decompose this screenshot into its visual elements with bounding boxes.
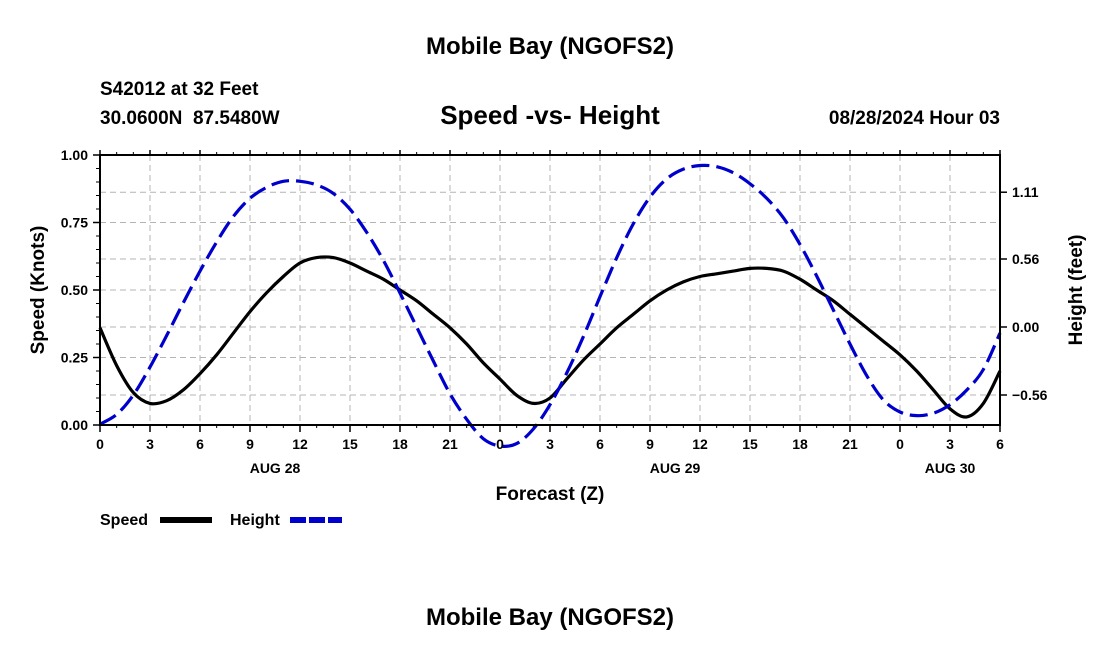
x-tick-label: 3 xyxy=(946,436,954,452)
x-tick-label: 6 xyxy=(596,436,604,452)
height-line xyxy=(99,163,1002,448)
x-tick-label: 0 xyxy=(496,436,504,452)
x-tick-label: 15 xyxy=(342,436,358,452)
y2-tick-label: 1.11 xyxy=(1012,184,1039,200)
footer-title: Mobile Bay (NGOFS2) xyxy=(426,604,674,631)
x-tick-label: 21 xyxy=(842,436,858,452)
series-layer xyxy=(98,163,1002,448)
x-tick-label: 0 xyxy=(896,436,904,452)
legend-speed-label: Speed xyxy=(100,512,148,529)
axis-labels: 0 3 6 9 12 15 18 21 0 3 6 9 12 15 18 21 0 3 6 0.00 0.25 0.50 0… xyxy=(61,147,1048,476)
grid xyxy=(100,155,1000,425)
x-tick-label: 9 xyxy=(646,436,654,452)
coordinates-label: 30.0600N 87.5480W xyxy=(100,108,280,129)
x-tick-label: 6 xyxy=(996,436,1004,452)
timestamp-label: 08/28/2024 Hour 03 xyxy=(829,108,1000,129)
y2-tick-label: −0.56 xyxy=(1012,387,1048,403)
x-tick-label: 21 xyxy=(442,436,458,452)
y2-axis-title: Height (feet) xyxy=(1066,235,1087,346)
x-tick-label: 12 xyxy=(292,436,308,452)
x-tick-label: 3 xyxy=(146,436,154,452)
day-label: AUG 29 xyxy=(650,460,701,476)
y-tick-label: 0.50 xyxy=(61,282,88,298)
x-tick-label: 15 xyxy=(742,436,758,452)
y2-tick-label: 0.56 xyxy=(1012,251,1039,267)
legend-height-label: Height xyxy=(230,512,280,529)
main-title: Mobile Bay (NGOFS2) xyxy=(426,33,674,60)
x-tick-label: 6 xyxy=(196,436,204,452)
x-tick-label: 0 xyxy=(96,436,104,452)
plot-frame xyxy=(99,154,1001,426)
y-tick-label: 0.75 xyxy=(61,215,88,231)
legend: Speed Height xyxy=(100,512,342,529)
chart-subtitle: Speed -vs- Height xyxy=(440,100,660,130)
y-tick-label: 0.00 xyxy=(61,417,88,433)
x-tick-label: 3 xyxy=(546,436,554,452)
x-axis-title: Forecast (Z) xyxy=(496,484,605,505)
y-tick-label: 1.00 xyxy=(61,147,88,163)
x-tick-label: 9 xyxy=(246,436,254,452)
x-tick-label: 12 xyxy=(692,436,708,452)
x-tick-label: 18 xyxy=(392,436,408,452)
speed-line xyxy=(98,255,1002,419)
day-label: AUG 28 xyxy=(250,460,301,476)
x-tick-label: 18 xyxy=(792,436,808,452)
y-axis-title: Speed (Knots) xyxy=(28,226,49,355)
day-label: AUG 30 xyxy=(925,460,976,476)
station-label: S42012 at 32 Feet xyxy=(100,79,259,100)
y-tick-label: 0.25 xyxy=(61,350,88,366)
y2-tick-label: 0.00 xyxy=(1012,319,1039,335)
